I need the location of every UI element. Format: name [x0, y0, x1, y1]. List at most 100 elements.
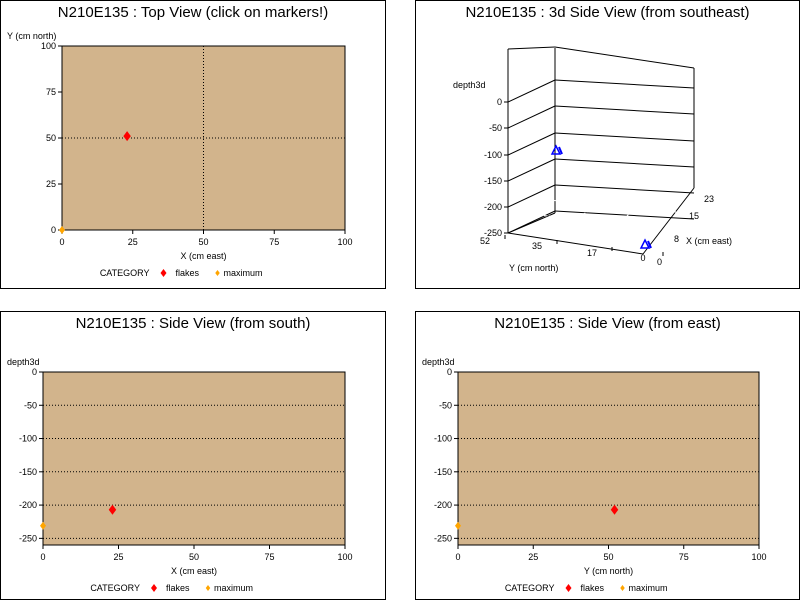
- x3d-tick-label: 23: [704, 194, 714, 204]
- wall-edge: [507, 46, 556, 50]
- legend-flakes-label: flakes: [581, 583, 605, 593]
- south-view-panel: N210E135 : Side View (from south) 0 -50 -1…: [0, 311, 386, 600]
- y-tick-label: -50: [24, 400, 37, 410]
- y-tick-label: -100: [434, 434, 452, 444]
- south-view-title: N210E135 : Side View (from south): [75, 315, 311, 332]
- floor-edge: [642, 187, 695, 255]
- point3d-marker: [550, 144, 562, 155]
- legend-flakes-marker: [565, 584, 572, 592]
- z-grid-line: [554, 210, 695, 220]
- maximum-point: [455, 521, 461, 530]
- y-axis-label: Y (cm north): [509, 263, 558, 273]
- x-tick-label: 75: [269, 237, 279, 247]
- y-tick-label: 25: [46, 179, 56, 189]
- y-tick-label: -250: [434, 533, 452, 543]
- x-tick-label: 100: [337, 237, 352, 247]
- y3d-tick-label: 0: [640, 253, 645, 263]
- flakes-point: [108, 504, 117, 515]
- y-tick-label: 75: [46, 87, 56, 97]
- y-tick-label: -250: [19, 533, 37, 543]
- z-grid-line: [507, 184, 556, 208]
- wall-edge: [554, 46, 695, 69]
- x-tick-label: 0: [40, 552, 45, 562]
- maximum-point: [40, 521, 46, 530]
- y-tick-label: 50: [46, 133, 56, 143]
- z-tick-label: -200: [484, 202, 502, 212]
- y3d-tick-label: 17: [587, 248, 597, 258]
- x-tick-label: 0: [59, 237, 64, 247]
- z-tick-label: -150: [484, 176, 502, 186]
- x-tick-label: 25: [528, 552, 538, 562]
- legend-title: CATEGORY: [505, 583, 555, 593]
- y-tick-label: 100: [41, 41, 56, 51]
- legend-flakes-label: flakes: [176, 268, 200, 278]
- z-grid-line: [554, 132, 695, 142]
- x-tick-label: 100: [751, 552, 766, 562]
- x-axis-label: Y (cm north): [584, 566, 633, 576]
- y-tick-label: -200: [19, 500, 37, 510]
- legend-maximum-marker: [620, 585, 625, 591]
- y-tick-label: 0: [51, 225, 56, 235]
- y3d-tick-label: 52: [480, 236, 490, 246]
- x3d-tick-label: 0: [657, 257, 662, 267]
- plot-area: [457, 371, 760, 546]
- y-tick-label: -100: [19, 434, 37, 444]
- y-axis-label: depth3d: [7, 357, 40, 367]
- y-axis-label: depth3d: [422, 357, 455, 367]
- floor-grid: [596, 199, 645, 245]
- legend-flakes-marker: [151, 584, 157, 592]
- z-grid-line: [507, 79, 556, 103]
- z-grid-line: [554, 79, 695, 89]
- z-grid-line: [554, 158, 695, 168]
- legend-maximum-label: maximum: [629, 583, 668, 593]
- top-view-panel: N210E135 : Top View (click on markers!) …: [0, 0, 386, 289]
- z-tick-label: -250: [484, 228, 502, 238]
- point3d-marker-shadow: [558, 146, 563, 155]
- z-grid-line: [507, 105, 556, 129]
- y-tick-label: -150: [19, 467, 37, 477]
- x-tick-label: 75: [264, 552, 274, 562]
- x-axis-label: X (cm east): [686, 236, 732, 246]
- top-view-title: N210E135 : Top View (click on markers!): [57, 4, 329, 21]
- y-tick-label: 0: [32, 367, 37, 377]
- x-tick-label: 75: [679, 552, 689, 562]
- y-tick-label: 0: [447, 367, 452, 377]
- x3d-tick-label: 15: [689, 211, 699, 221]
- legend-maximum-marker: [205, 585, 211, 591]
- plot-area: [42, 371, 346, 546]
- x-tick-label: 100: [337, 552, 352, 562]
- floor-grid: [528, 213, 664, 229]
- east-view-panel: N210E135 : Side View (from east) 0 -50 -10…: [415, 311, 800, 600]
- z-tick-label: 0: [497, 97, 502, 107]
- point3d-marker: [639, 238, 651, 249]
- y-tick-label: -150: [434, 467, 452, 477]
- x-tick-label: 25: [113, 552, 123, 562]
- y3d-tick-label: 35: [532, 241, 542, 251]
- x-tick-label: 50: [603, 552, 613, 562]
- z-grid-line: [554, 184, 695, 194]
- flakes-point: [610, 504, 619, 515]
- z-grid-line: [507, 158, 556, 182]
- z-grid-line: [554, 105, 695, 115]
- floor-edge: [507, 232, 644, 255]
- z-grid-line: [507, 132, 556, 156]
- legend-title: CATEGORY: [100, 268, 150, 278]
- y-axis-label: Y (cm north): [7, 31, 56, 41]
- x3d-tick-label: 8: [674, 234, 679, 244]
- maximum-point: [59, 226, 65, 234]
- legend-maximum-marker: [215, 270, 220, 276]
- z-tick-label: -50: [489, 123, 502, 133]
- z-axis-label: depth3d: [453, 80, 486, 90]
- legend-maximum-label: maximum: [214, 583, 253, 593]
- x-tick-label: 25: [128, 237, 138, 247]
- x-axis-label: X (cm east): [180, 251, 226, 261]
- legend-title: CATEGORY: [90, 583, 140, 593]
- y-tick-label: -50: [439, 400, 452, 410]
- x-tick-label: 50: [198, 237, 208, 247]
- side3d-view-panel: N210E135 : 3d Side View (from southeast)…: [415, 0, 800, 289]
- floor-grid: [548, 199, 677, 213]
